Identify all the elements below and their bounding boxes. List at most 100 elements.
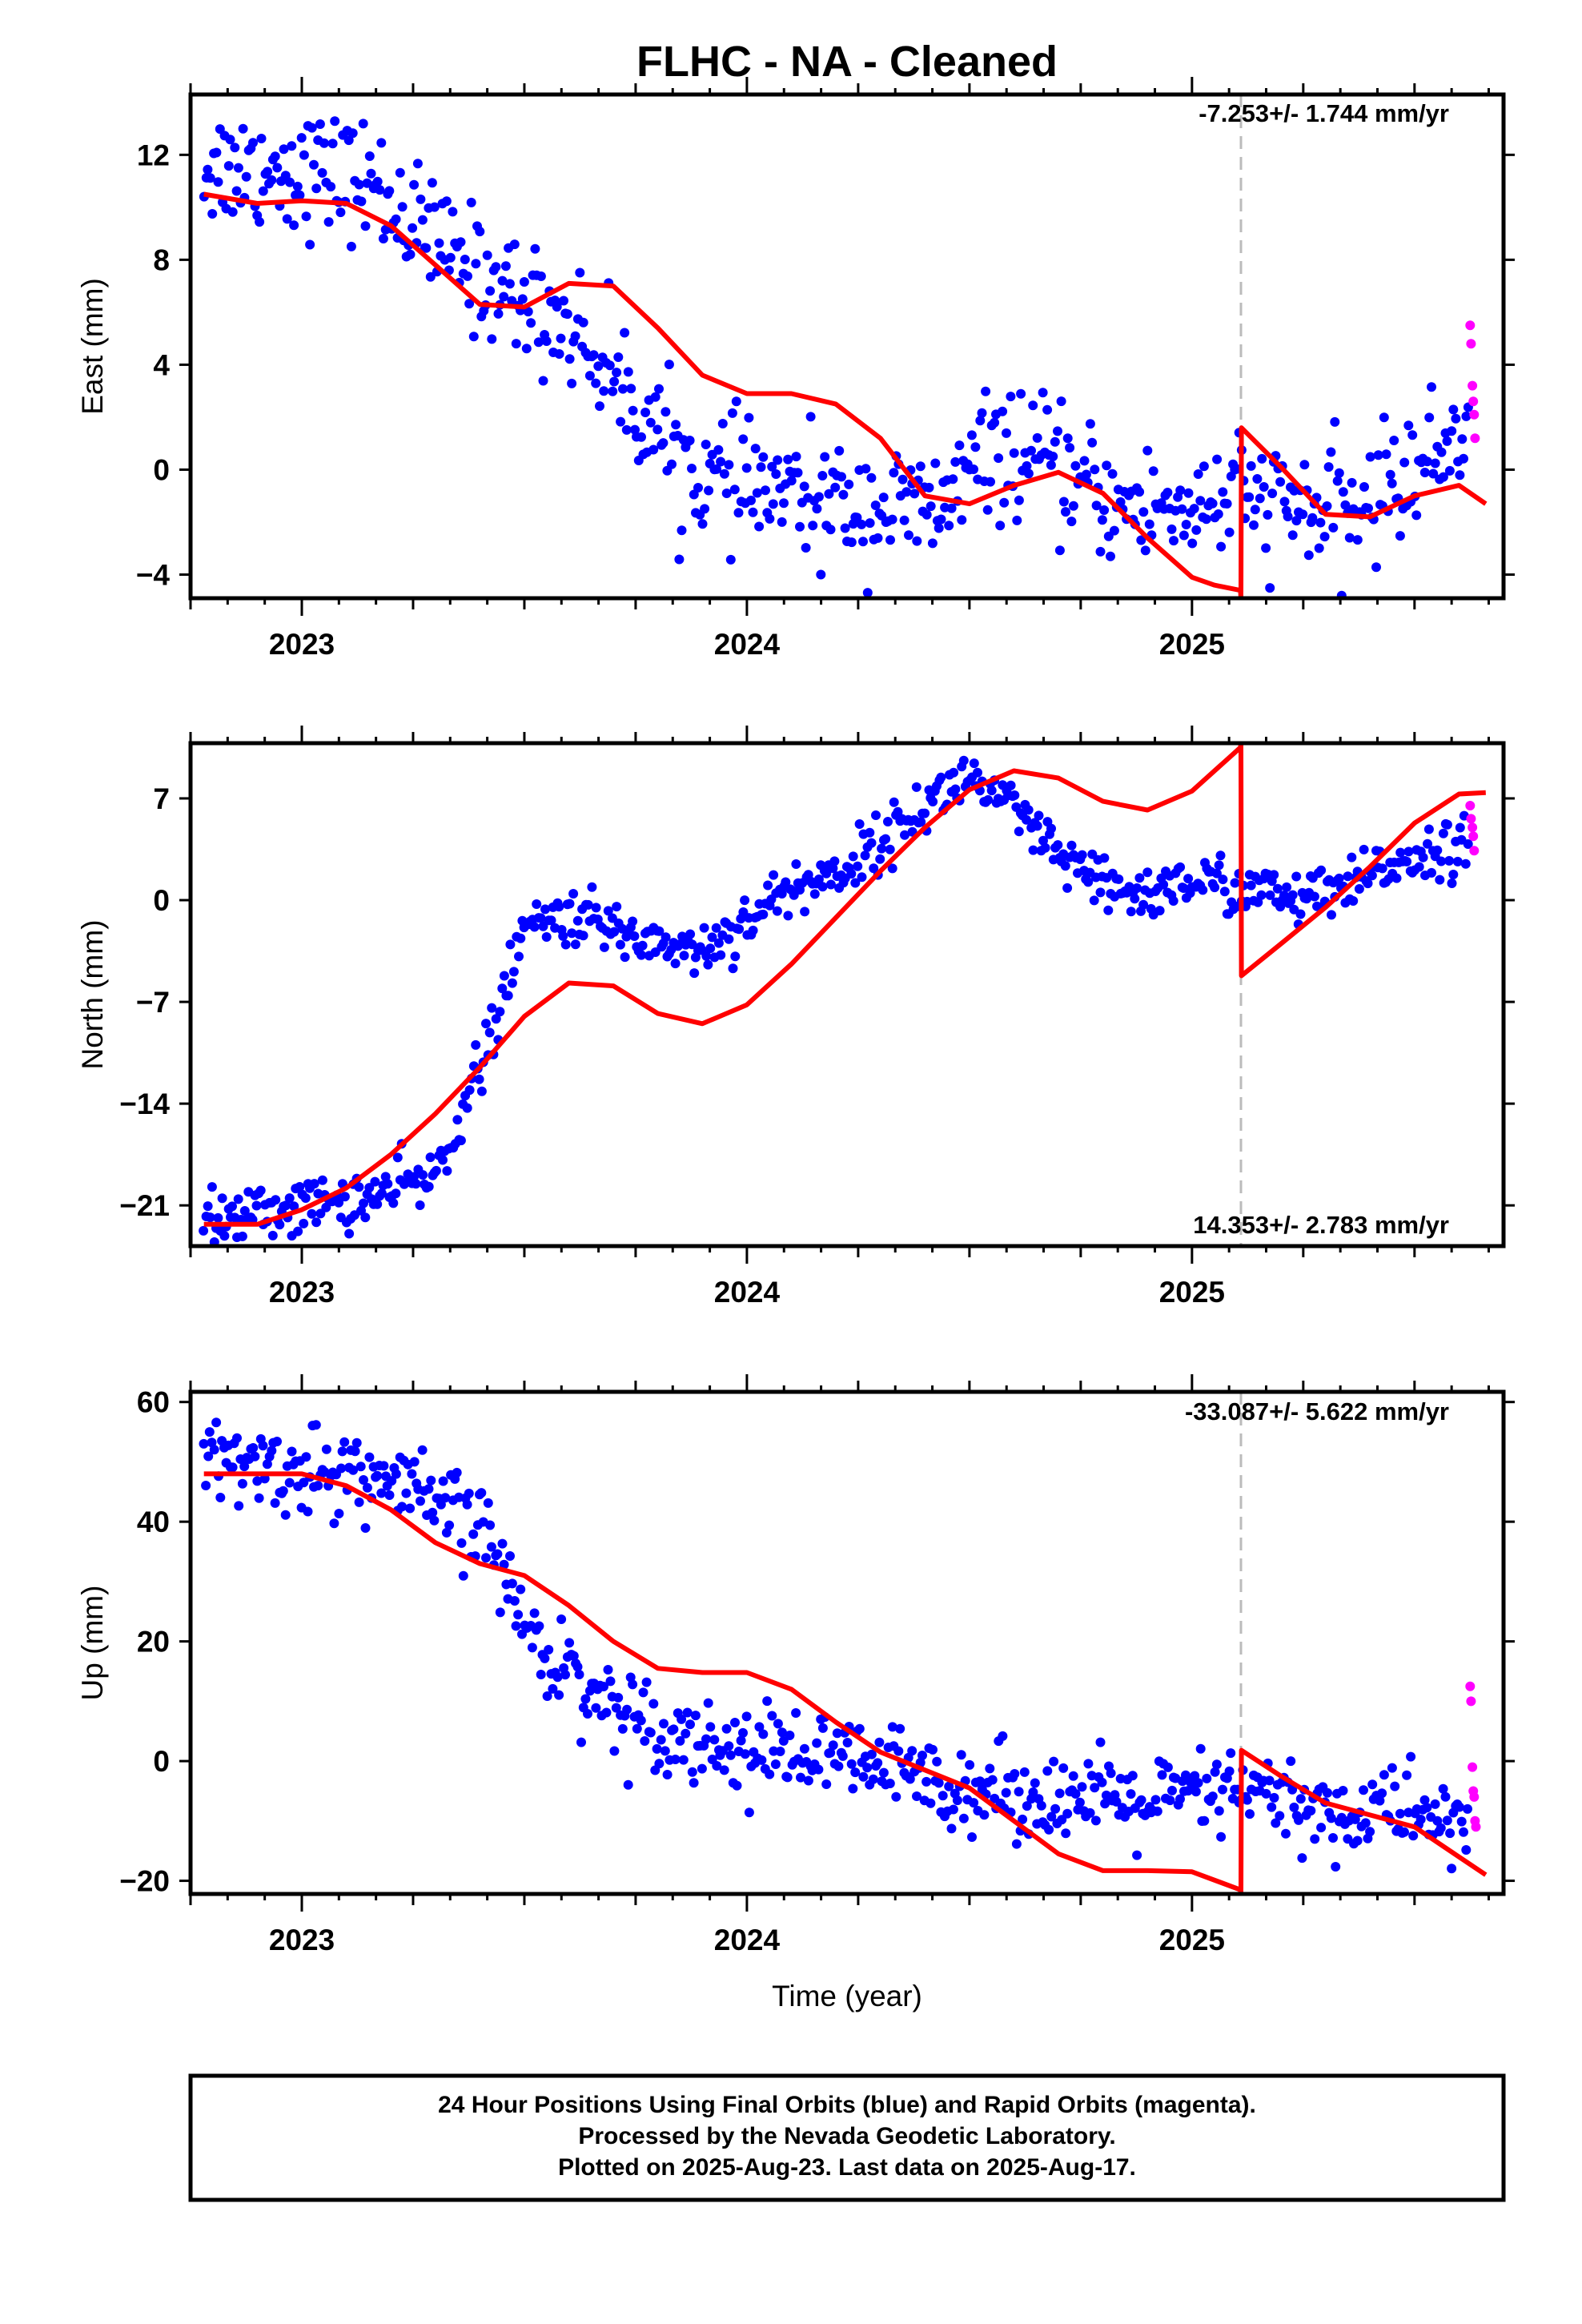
final-orbit-point xyxy=(1454,1802,1464,1812)
final-orbit-point xyxy=(1255,493,1265,504)
final-orbit-point xyxy=(682,1707,693,1718)
final-orbit-point xyxy=(1389,436,1399,445)
final-orbit-point xyxy=(319,138,329,148)
final-orbit-point xyxy=(1046,1811,1057,1822)
final-orbit-point xyxy=(950,784,961,794)
velocity-label: -7.253+/- 1.744 mm/yr xyxy=(1199,99,1449,127)
final-orbit-point xyxy=(1411,510,1422,521)
final-orbit-point xyxy=(875,854,885,864)
final-orbit-point xyxy=(564,1638,575,1648)
final-orbit-point xyxy=(1014,495,1024,505)
final-orbit-point xyxy=(612,902,622,912)
final-orbit-point xyxy=(1264,1775,1275,1786)
final-orbit-point xyxy=(1424,412,1435,423)
final-orbit-point xyxy=(777,517,787,527)
final-orbit-point xyxy=(519,277,529,287)
final-orbit-point xyxy=(986,786,997,796)
final-orbit-point xyxy=(464,1488,474,1498)
final-orbit-point xyxy=(588,350,599,360)
final-orbit-point xyxy=(1332,476,1343,486)
y-tick-label: −4 xyxy=(136,559,171,592)
final-orbit-point xyxy=(707,932,717,943)
final-orbit-point xyxy=(895,1723,905,1734)
final-orbit-point xyxy=(687,464,697,473)
final-orbit-point xyxy=(397,202,408,212)
footer-box: 24 Hour Positions Using Final Orbits (bl… xyxy=(188,2073,1506,2202)
final-orbit-point xyxy=(705,1722,716,1732)
final-orbit-point xyxy=(862,588,873,598)
final-orbit-point xyxy=(1102,460,1112,471)
final-orbit-point xyxy=(514,951,524,962)
final-orbit-point xyxy=(852,513,862,523)
final-orbit-point xyxy=(252,1476,263,1486)
final-orbit-point xyxy=(1191,525,1202,535)
final-orbit-point xyxy=(379,1461,389,1471)
final-orbit-point xyxy=(1195,1743,1206,1754)
final-orbit-point xyxy=(1399,457,1410,468)
final-orbit-point xyxy=(334,1509,344,1518)
final-orbit-point xyxy=(732,1780,742,1791)
final-orbit-point xyxy=(503,991,513,1001)
final-orbit-point xyxy=(1347,477,1357,488)
final-orbit-point xyxy=(572,915,583,926)
final-orbit-point xyxy=(533,337,544,348)
final-orbit-point xyxy=(1365,452,1375,462)
final-orbit-point xyxy=(1338,487,1348,497)
final-orbit-point xyxy=(1275,1811,1285,1821)
final-orbit-point xyxy=(637,940,648,951)
plot-area xyxy=(199,116,1488,598)
final-orbit-point xyxy=(485,286,496,296)
final-orbit-point xyxy=(1395,1808,1405,1819)
final-orbit-point xyxy=(378,234,388,243)
final-orbit-point xyxy=(370,1176,380,1187)
final-orbit-point xyxy=(754,1722,765,1732)
final-orbit-point xyxy=(278,1486,288,1496)
final-orbit-point xyxy=(628,1679,638,1690)
final-orbit-point xyxy=(591,1703,601,1713)
final-orbit-point xyxy=(837,472,846,482)
final-orbit-point xyxy=(736,1735,746,1746)
final-orbit-point xyxy=(205,173,215,183)
final-orbit-point xyxy=(1062,1808,1073,1819)
final-orbit-point xyxy=(409,179,420,190)
final-orbit-point xyxy=(231,186,242,196)
final-orbit-point xyxy=(1028,400,1038,411)
final-orbit-point xyxy=(267,1445,277,1456)
final-orbit-point xyxy=(241,171,251,182)
final-orbit-point xyxy=(251,1200,262,1211)
final-orbit-point xyxy=(685,929,696,939)
final-orbit-point xyxy=(1030,1778,1040,1788)
final-orbit-point xyxy=(1432,1815,1443,1826)
final-orbit-point xyxy=(351,1437,362,1448)
final-orbit-point xyxy=(1090,1783,1100,1793)
final-orbit-point xyxy=(1334,873,1344,883)
rapid-orbit-point xyxy=(1470,433,1480,444)
final-orbit-point xyxy=(1169,536,1178,546)
final-orbit-point xyxy=(854,1723,865,1734)
final-orbit-point xyxy=(271,1195,281,1205)
final-orbit-point xyxy=(1438,1783,1448,1794)
final-orbit-point xyxy=(965,1759,975,1770)
final-orbit-point xyxy=(763,880,773,891)
final-orbit-point xyxy=(934,523,944,533)
final-orbit-point xyxy=(1334,468,1344,478)
final-orbit-point xyxy=(337,1446,347,1457)
final-orbit-point xyxy=(219,1231,230,1241)
final-orbit-point xyxy=(1390,1781,1400,1791)
final-orbit-point xyxy=(574,1670,584,1679)
final-orbit-point xyxy=(301,1452,311,1462)
final-orbit-point xyxy=(578,317,588,328)
final-orbit-point xyxy=(821,868,832,879)
final-orbit-point xyxy=(709,1735,720,1745)
final-orbit-point xyxy=(866,472,877,483)
final-orbit-point xyxy=(758,909,769,919)
final-orbit-point xyxy=(638,1687,648,1698)
final-orbit-point xyxy=(1328,522,1339,533)
final-orbit-point xyxy=(267,1230,278,1240)
final-orbit-point xyxy=(1215,850,1226,861)
final-orbit-point xyxy=(1359,482,1369,492)
final-orbit-point xyxy=(1326,447,1336,457)
final-orbit-point xyxy=(481,1019,491,1029)
final-orbit-point xyxy=(1245,1809,1255,1819)
final-orbit-point xyxy=(1050,436,1060,447)
